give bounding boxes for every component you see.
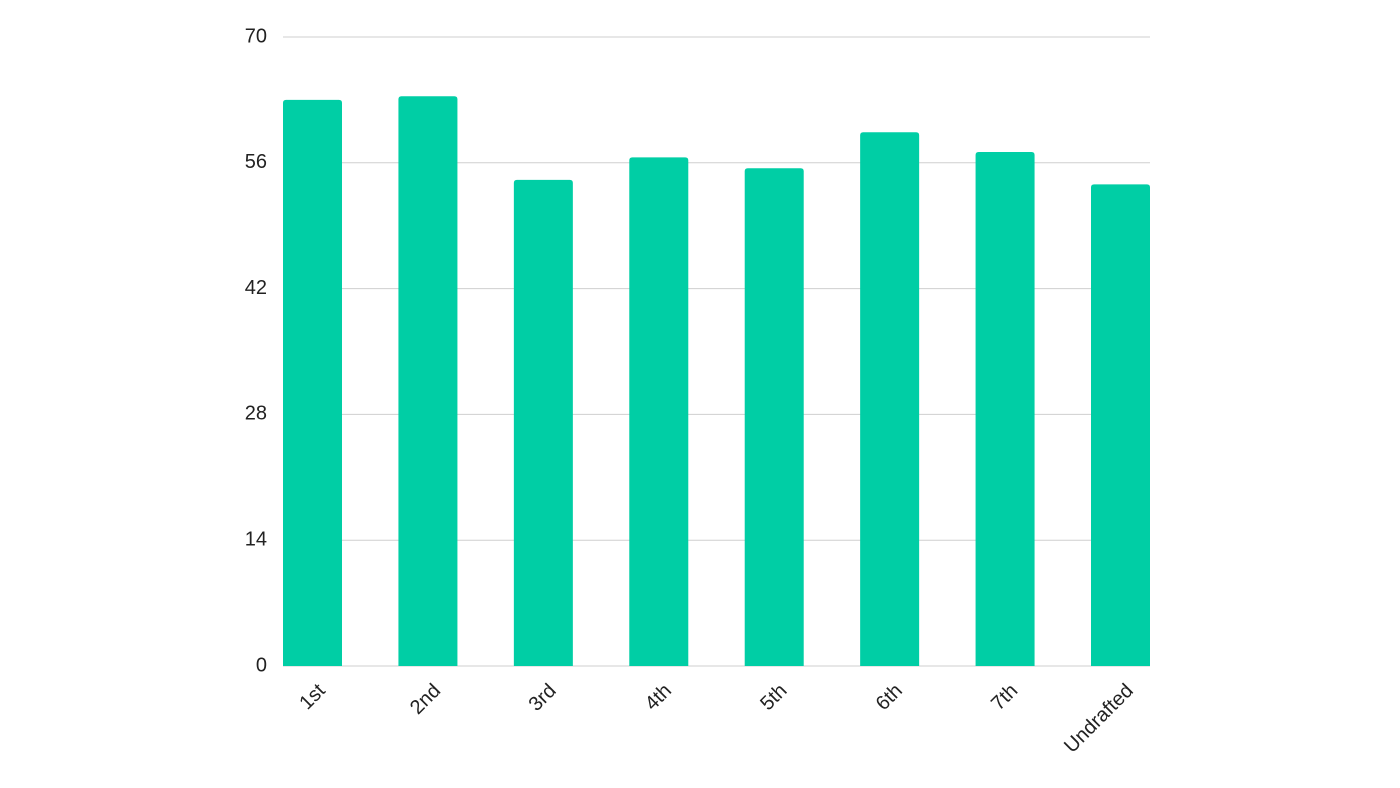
x-tick-label: 1st xyxy=(295,679,330,714)
y-tick-label: 28 xyxy=(245,403,267,425)
y-tick-label: 70 xyxy=(245,25,267,47)
bar xyxy=(629,157,689,666)
bar xyxy=(744,168,804,667)
y-tick-label: 42 xyxy=(245,277,267,299)
y-tick-label: 14 xyxy=(245,528,267,550)
y-tick-label: 56 xyxy=(245,151,267,173)
bar xyxy=(513,179,573,666)
x-tick-label: 4th xyxy=(641,680,676,715)
bar xyxy=(398,96,458,666)
bar xyxy=(1091,184,1150,666)
bar xyxy=(283,99,342,666)
x-tick-label: 2nd xyxy=(406,680,445,719)
x-tick-label: 5th xyxy=(756,680,791,715)
x-tick-label: 7th xyxy=(987,680,1022,715)
x-tick-label: Undrafted xyxy=(1060,680,1138,758)
bar xyxy=(860,132,920,667)
x-tick-label: 3rd xyxy=(525,680,561,716)
y-tick-label: 0 xyxy=(256,654,267,676)
x-tick-label: 6th xyxy=(872,680,907,715)
bar xyxy=(975,152,1035,666)
